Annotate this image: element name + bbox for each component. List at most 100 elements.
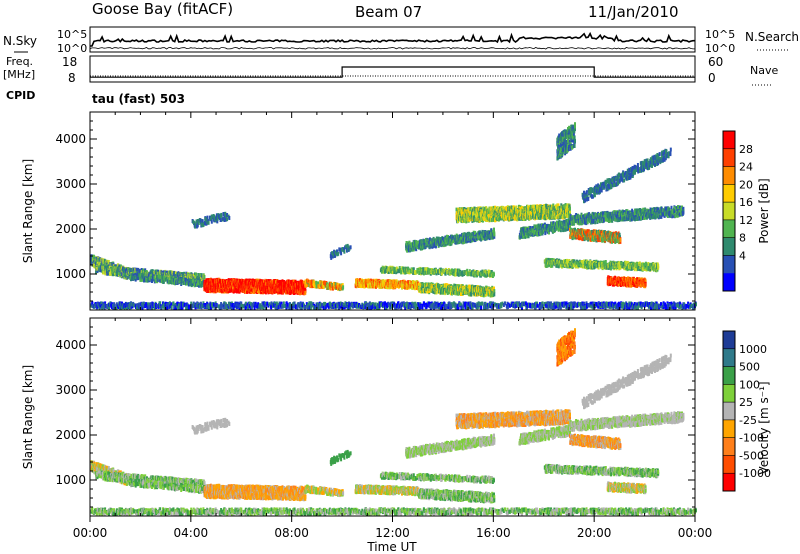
power-cell: [158, 271, 161, 276]
power-cell: [148, 276, 151, 281]
power-cell: [118, 271, 121, 275]
power-cell: [222, 286, 225, 291]
freq-label-line2: [MHz]: [3, 68, 35, 81]
power-cell: [159, 278, 162, 283]
power-scatter: [90, 122, 697, 310]
power-cell: [199, 281, 202, 286]
power-cell: [150, 273, 153, 278]
power-cell: [142, 273, 145, 278]
power-cell: [111, 272, 114, 277]
power-cell: [195, 282, 198, 287]
power-cell: [93, 264, 96, 269]
power-cell: [184, 278, 187, 282]
power-cell: [140, 275, 143, 280]
power-cell: [96, 269, 99, 273]
power-cell: [164, 277, 167, 282]
nsky-panel: N.Sky 10^5 10^0 10^5 10^0 N.Search: [3, 26, 799, 55]
power-cell: [152, 274, 155, 279]
power-cell: [134, 277, 137, 282]
power-cell: [199, 273, 202, 278]
power-cell: [182, 281, 185, 285]
power-cell: [147, 274, 150, 279]
power-cell: [342, 285, 345, 290]
power-cell: [209, 277, 212, 282]
power-cell: [435, 290, 438, 295]
power-cell: [138, 269, 141, 274]
nsky-tick-bottom: 10^0: [57, 42, 87, 55]
nave-tick-top: 60: [708, 55, 723, 69]
power-cell: [137, 276, 140, 281]
freq-line: [90, 66, 695, 78]
power-cell: [151, 269, 154, 274]
power-cell: [151, 276, 154, 281]
power-cell: [144, 268, 147, 273]
power-cell: [106, 259, 109, 264]
power-cell: [493, 227, 495, 232]
power-cell: [108, 268, 111, 273]
power-cell: [167, 277, 170, 282]
power-cell: [238, 289, 241, 294]
power-cell: [103, 270, 105, 275]
nsky-label: N.Sky: [3, 34, 37, 48]
power-cell: [128, 267, 131, 272]
power-cell: [107, 260, 110, 264]
power-cell: [137, 267, 140, 272]
power-cell: [99, 268, 102, 273]
power-cell: [132, 275, 135, 280]
power-cell: [198, 278, 201, 283]
power-cell: [135, 273, 138, 278]
power-cell: [117, 263, 120, 268]
beam-title: Beam 07: [355, 3, 422, 21]
power-cell: [195, 272, 198, 277]
nsearch-tick-top: 10^5: [705, 28, 735, 41]
power-cell: [131, 273, 134, 278]
nsky-frame: [89, 26, 696, 53]
power-cell: [153, 275, 156, 280]
power-cell: [162, 279, 165, 284]
power-cell: [455, 207, 458, 212]
nsearch-tick-bottom: 10^0: [705, 42, 735, 55]
power-cell: [110, 264, 112, 269]
power-cell: [493, 232, 496, 237]
station-title: Goose Bay (fitACF): [92, 0, 233, 18]
power-cell: [113, 272, 116, 277]
power-cell: [137, 273, 140, 277]
power-cell: [146, 278, 149, 283]
power-cell: [192, 273, 195, 278]
power-cell: [112, 266, 115, 270]
power-cell: [139, 277, 142, 282]
power-cell: [200, 273, 203, 278]
power-cell: [122, 266, 125, 271]
power-cell: [130, 271, 133, 275]
power-cell: [493, 272, 495, 277]
nave-tick-bottom: 0: [708, 71, 716, 85]
power-cell: [169, 280, 172, 284]
freq-frame: [89, 55, 696, 83]
nsearch-line: [89, 47, 695, 50]
power-cell: [103, 258, 106, 263]
power-cell: [141, 273, 144, 277]
power-cell: [315, 280, 318, 285]
power-cell: [188, 282, 191, 287]
power-cell: [172, 280, 175, 285]
power-cell: [160, 279, 163, 284]
power-cell: [170, 276, 173, 281]
date-title: 11/Jan/2010: [588, 3, 679, 21]
nave-label: Nave: [750, 64, 778, 77]
power-cell: [159, 275, 162, 280]
mode-text: tau (fast) 503: [92, 92, 185, 106]
freq-tick-bottom: 8: [68, 71, 76, 85]
nsky-line: [90, 31, 695, 47]
power-cell: [188, 278, 191, 283]
power-cell: [193, 283, 196, 288]
power-cell: [116, 271, 118, 276]
power-cell: [124, 269, 127, 274]
power-cell: [164, 270, 167, 275]
power-cell: [201, 280, 204, 285]
power-cell: [142, 268, 145, 273]
power-cell: [114, 271, 117, 276]
power-cell: [174, 281, 177, 286]
power-cell: [493, 292, 496, 297]
nsky-tick-top: 10^5: [57, 28, 87, 41]
